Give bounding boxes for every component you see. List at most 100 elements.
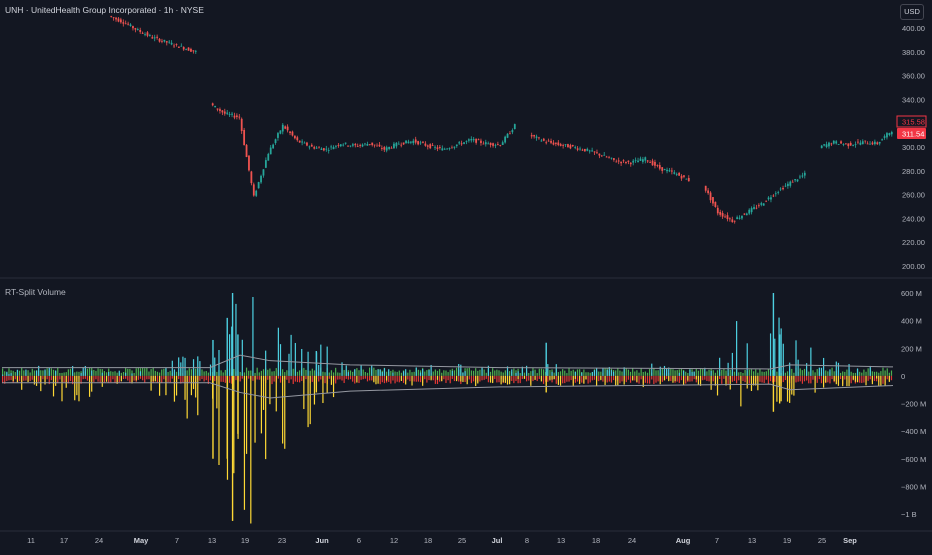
volume-bar-up (557, 372, 560, 376)
volume-bar-up (742, 372, 744, 376)
volume-spike-down (583, 375, 585, 384)
candle-body (726, 215, 729, 220)
volume-bar-down (341, 375, 343, 381)
candle-body (837, 144, 840, 145)
volume-spike-up (199, 361, 201, 376)
volume-bar-up (687, 372, 689, 376)
volume-bar-down (519, 375, 521, 384)
volume-spike-down (16, 375, 19, 383)
candle-body (158, 38, 161, 42)
volume-spike-down (262, 375, 265, 410)
volume-bar-down (436, 375, 439, 385)
candle-body (475, 138, 478, 143)
candle-body (864, 140, 867, 142)
volume-bar-down (67, 375, 69, 384)
volume-bar-up (761, 371, 763, 376)
volume-bar-up (884, 370, 886, 376)
volume-tick-label: −1 B (901, 510, 917, 519)
candle-body (426, 145, 429, 147)
volume-spike-up (856, 368, 859, 376)
volume-spike-down (835, 375, 837, 385)
volume-bar-up (876, 371, 878, 376)
candle-body (550, 140, 552, 143)
volume-spike-up (612, 371, 615, 376)
volume-bar-up (398, 370, 400, 376)
volume-spike-up (782, 343, 784, 376)
volume-bar-down (114, 375, 116, 383)
volume-bar-up (827, 371, 829, 376)
volume-spike-down (27, 375, 29, 383)
volume-spike-up (419, 372, 422, 376)
volume-axis[interactable]: 600 M 400 M 200 M 0 −200 M −400 M −600 M −800 M… (901, 289, 926, 519)
candle-body (141, 32, 144, 34)
volume-bar-down (797, 375, 799, 382)
volume-spike-up (464, 371, 466, 376)
volume-spike-down (165, 375, 167, 396)
volume-bar-up (483, 369, 485, 376)
price-tick-label: 260.00 (902, 191, 925, 200)
candle-body (588, 150, 591, 152)
volume-bar-down (99, 375, 101, 383)
indicator-name[interactable]: RT-Split Volume (5, 287, 66, 297)
volume-bar-down (576, 375, 579, 382)
volume-spike-down (791, 375, 793, 395)
volume-bar-up (339, 372, 341, 376)
candle-body (603, 154, 606, 156)
candle-body (153, 37, 156, 39)
volume-spike-up (806, 363, 808, 376)
volume-spike-up (197, 356, 199, 376)
volume-bar-up (786, 371, 789, 376)
volume-bar-up (400, 372, 403, 376)
volume-bar-down (118, 375, 120, 382)
volume-spike-down (574, 375, 576, 379)
volume-spike-up (35, 370, 38, 376)
volume-spike-up (596, 367, 598, 376)
volume-bar-down (525, 375, 528, 382)
candle-body (356, 145, 359, 147)
volume-bar-up (861, 372, 863, 376)
volume-tick-label: 400 M (901, 317, 922, 326)
currency-button[interactable]: USD (900, 4, 924, 20)
volume-bar-up (52, 369, 55, 376)
time-tick-label: Sep (843, 536, 857, 545)
volume-bar-up (657, 370, 659, 376)
volume-bar-down (182, 375, 184, 383)
volume-bar-down (621, 375, 623, 382)
candle-body (448, 148, 451, 150)
candle-body (151, 37, 154, 39)
volume-bar-up (250, 370, 252, 376)
volume-bar-down (657, 375, 659, 382)
volume-bar-up (152, 367, 154, 376)
volume-bar-up (224, 369, 226, 376)
volume-bar-up (10, 370, 12, 376)
volume-spike-up (165, 367, 167, 376)
symbol-title[interactable]: UNH · UnitedHealth Group Incorporated · … (5, 5, 204, 15)
candle-body (612, 158, 615, 160)
candle-body (733, 220, 736, 222)
volume-bar-up (859, 371, 861, 376)
volume-bar-up (413, 371, 415, 376)
volume-bar-up (513, 368, 515, 376)
volume-spike-up (593, 370, 596, 376)
volume-spike-up (209, 364, 212, 376)
volume-bar-up (617, 368, 619, 376)
volume-bar-up (86, 368, 89, 376)
volume-tick-label: −600 M (901, 455, 926, 464)
volume-bar-down (801, 375, 803, 384)
volume-spike-up (848, 364, 850, 376)
volume-bar-up (61, 372, 63, 376)
volume-spike-up (602, 367, 604, 376)
time-axis[interactable]: 11 17 24 May 7 13 19 23 Jun 6 12 18 25 Jul 8 13 18 24 Aug 7… (27, 536, 857, 545)
candle-body (683, 175, 685, 177)
price-axis[interactable]: 400.00380.00360.00340.00320.00300.00280.… (902, 24, 925, 271)
volume-bar-down (86, 375, 89, 381)
volume-bar-down (494, 375, 496, 380)
candle-body (803, 172, 806, 176)
volume-bar-up (502, 372, 504, 376)
volume-spike-up (835, 361, 837, 376)
volume-spike-up (458, 364, 460, 376)
price-tick-label: 240.00 (902, 214, 925, 223)
volume-spike-up (774, 338, 776, 376)
